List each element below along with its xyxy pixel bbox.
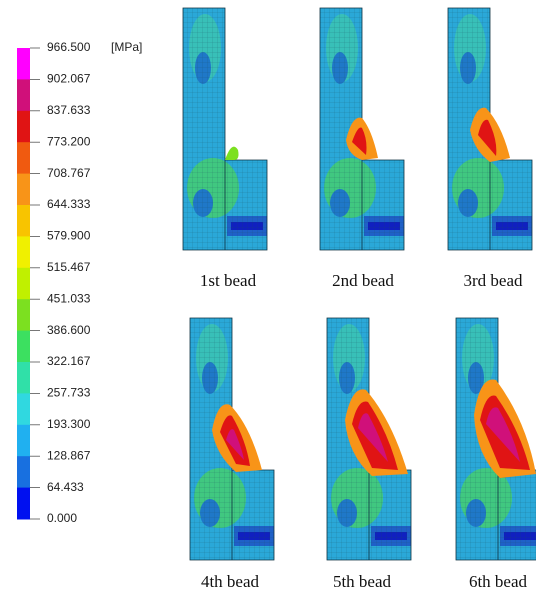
legend-swatch	[17, 79, 30, 112]
legend-label: 322.167	[47, 354, 91, 368]
legend-swatch	[17, 142, 30, 175]
legend-swatch	[17, 267, 30, 300]
panel-caption: 6th bead	[469, 572, 528, 591]
legend-swatch	[17, 205, 30, 237]
legend-label: 708.767	[47, 166, 91, 180]
legend-swatch	[17, 330, 30, 363]
legend-label: 902.067	[47, 72, 91, 86]
panel	[455, 317, 536, 561]
legend-label: 0.000	[47, 511, 77, 525]
legend-swatch	[17, 393, 30, 426]
panel	[189, 317, 275, 561]
panel	[319, 7, 405, 251]
legend-label: 193.300	[47, 417, 91, 431]
panel	[326, 317, 412, 561]
panel-caption: 5th bead	[333, 572, 392, 591]
legend-swatch	[17, 456, 30, 489]
legend-swatch	[17, 48, 30, 80]
legend-swatch	[17, 110, 30, 143]
legend-label: 451.033	[47, 291, 91, 305]
legend-swatch	[17, 299, 30, 332]
legend-label: 837.633	[47, 103, 91, 117]
legend-unit: [MPa]	[111, 40, 142, 54]
legend-swatch	[17, 424, 30, 457]
legend-label: 128.867	[47, 448, 91, 462]
legend-label: 386.600	[47, 323, 91, 337]
panel	[182, 7, 268, 251]
legend-label: 644.333	[47, 197, 91, 211]
panel-caption: 2nd bead	[332, 271, 394, 290]
legend-swatch	[17, 173, 30, 206]
legend-swatch	[17, 236, 30, 269]
legend-label: 579.900	[47, 229, 91, 243]
panel-caption: 1st bead	[200, 271, 257, 290]
legend-swatch	[17, 487, 30, 520]
legend-label: 257.733	[47, 386, 91, 400]
panel-caption: 4th bead	[201, 572, 260, 591]
legend-label: 64.433	[47, 480, 84, 494]
legend-swatch	[17, 362, 30, 394]
panel-caption: 3rd bead	[463, 271, 523, 290]
panel	[447, 7, 533, 251]
legend-label: 773.200	[47, 134, 91, 148]
legend-label: 966.500	[47, 40, 91, 54]
color-legend: 966.500 902.067 837.633 773.200 708.767 644.3…	[17, 40, 142, 525]
legend-label: 515.467	[47, 260, 91, 274]
